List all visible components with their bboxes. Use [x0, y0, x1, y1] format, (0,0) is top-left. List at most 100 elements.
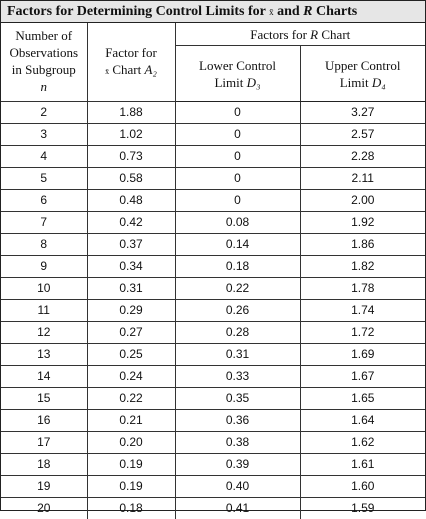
- cell-d3: 0: [175, 102, 300, 124]
- cell-n: 10: [1, 278, 87, 300]
- cell-d4: 1.82: [300, 256, 425, 278]
- cell-a2: 1.88: [87, 102, 175, 124]
- header-group-r-chart: Factors for R Chart: [175, 23, 425, 46]
- header-upper-limit: Upper Control Limit D₄: [300, 46, 425, 102]
- cell-n: 4: [1, 146, 87, 168]
- cell-a2: 0.37: [87, 234, 175, 256]
- cell-d3: 0: [175, 124, 300, 146]
- cell-d4: 1.74: [300, 300, 425, 322]
- cell-n: 15: [1, 388, 87, 410]
- header-observations-line1: Number of: [1, 27, 87, 44]
- header-factor-a2-chart: Chart: [109, 62, 144, 77]
- header-factor-a2-symbol: A₂: [144, 62, 156, 77]
- header-upper-limit-line2: Limit: [340, 75, 372, 90]
- cell-a2: 0.27: [87, 322, 175, 344]
- cell-a2: 0.19: [87, 454, 175, 476]
- cell-n: 6: [1, 190, 87, 212]
- cell-d3: 0.14: [175, 234, 300, 256]
- cell-a2: 1.02: [87, 124, 175, 146]
- header-group-r-suffix: Chart: [318, 27, 350, 42]
- cell-a2: 0.34: [87, 256, 175, 278]
- cell-d4: 2.28: [300, 146, 425, 168]
- cell-n: 13: [1, 344, 87, 366]
- cell-d3: 0.22: [175, 278, 300, 300]
- cell-d4: 1.65: [300, 388, 425, 410]
- cell-d3: 0: [175, 190, 300, 212]
- cell-a2: 0.29: [87, 300, 175, 322]
- cell-a2: 0.24: [87, 366, 175, 388]
- cell-d4: 1.62: [300, 432, 425, 454]
- table-title: Factors for Determining Control Limits f…: [1, 1, 425, 23]
- cell-d4: 2.11: [300, 168, 425, 190]
- cell-n: 12: [1, 322, 87, 344]
- cell-a2: 0.42: [87, 212, 175, 234]
- cell-d3: 0.33: [175, 366, 300, 388]
- header-factor-a2-line1: Factor for: [88, 44, 175, 61]
- cell-d4: 1.69: [300, 344, 425, 366]
- header-lower-limit-line2: Limit: [214, 75, 246, 90]
- cell-d3: 0.39: [175, 454, 300, 476]
- cell-d3: 0.40: [175, 476, 300, 498]
- cell-d4: 3.27: [300, 102, 425, 124]
- cell-a2: 0.73: [87, 146, 175, 168]
- cell-n: 18: [1, 454, 87, 476]
- header-observations-line2: Observations: [1, 44, 87, 61]
- cell-n: 14: [1, 366, 87, 388]
- cell-d4: 1.78: [300, 278, 425, 300]
- cell-d3: 0.35: [175, 388, 300, 410]
- header-observations-line3: in Subgroup: [1, 61, 87, 78]
- cell-d3: 0.08: [175, 212, 300, 234]
- header-factor-a2: Factor for x̄ Chart A₂: [87, 23, 175, 102]
- cell-a2: 0.18: [87, 498, 175, 519]
- cell-n: 3: [1, 124, 87, 146]
- cell-n: 5: [1, 168, 87, 190]
- cell-n: 11: [1, 300, 87, 322]
- cell-a2: 0.21: [87, 410, 175, 432]
- cell-d3: 0.31: [175, 344, 300, 366]
- cell-a2: 0.48: [87, 190, 175, 212]
- cell-d4: 1.72: [300, 322, 425, 344]
- cell-d4: 2.57: [300, 124, 425, 146]
- header-upper-limit-symbol: D₄: [372, 75, 386, 90]
- cell-d4: 2.00: [300, 190, 425, 212]
- cell-n: 8: [1, 234, 87, 256]
- header-observations-symbol: n: [41, 79, 48, 94]
- cell-d4: 1.86: [300, 234, 425, 256]
- cell-a2: 0.20: [87, 432, 175, 454]
- cell-n: 20: [1, 498, 87, 519]
- control-limits-table: Number of Observations in Subgroup n Fac…: [1, 23, 425, 519]
- header-lower-limit: Lower Control Limit D₃: [175, 46, 300, 102]
- cell-d4: 1.92: [300, 212, 425, 234]
- cell-d3: 0.28: [175, 322, 300, 344]
- cell-a2: 0.58: [87, 168, 175, 190]
- cell-n: 17: [1, 432, 87, 454]
- cell-d3: 0: [175, 168, 300, 190]
- cell-a2: 0.31: [87, 278, 175, 300]
- cell-d3: 0.38: [175, 432, 300, 454]
- cell-d3: 0: [175, 146, 300, 168]
- header-group-r-r: R: [310, 27, 318, 42]
- title-prefix: Factors for Determining Control Limits f…: [7, 4, 269, 19]
- header-upper-limit-line1: Upper Control: [301, 57, 426, 74]
- cell-d4: 1.60: [300, 476, 425, 498]
- cell-d3: 0.41: [175, 498, 300, 519]
- title-middle: and: [274, 4, 304, 19]
